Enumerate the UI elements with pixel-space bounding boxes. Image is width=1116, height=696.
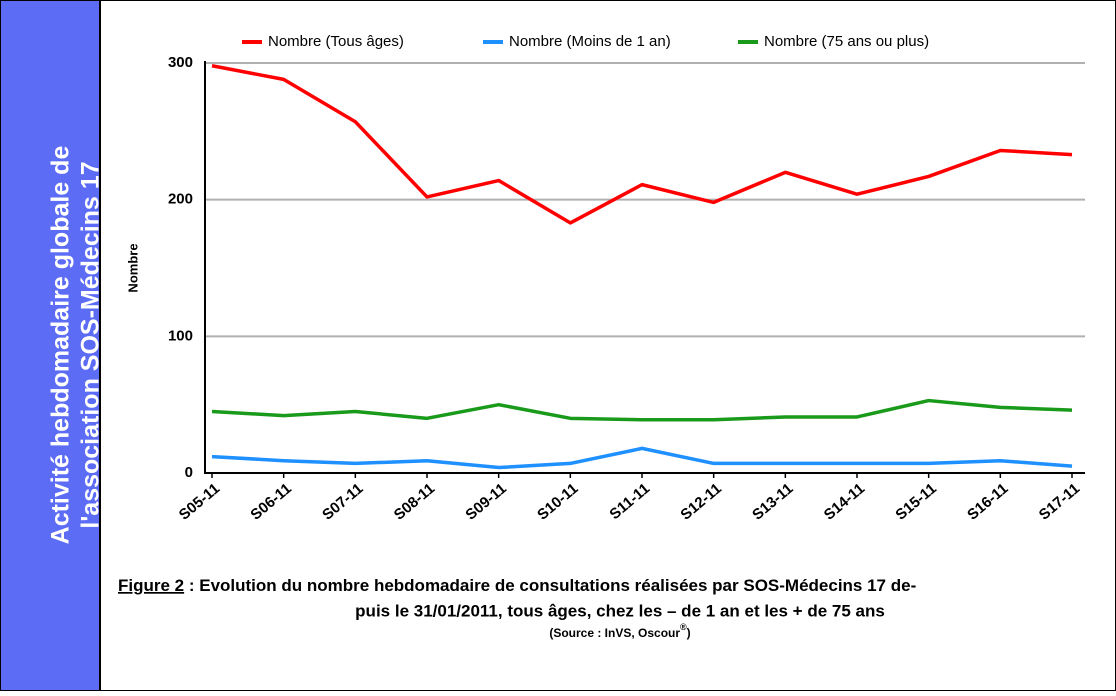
source: (Source : InVS, Oscour®) [549, 622, 690, 640]
y-tick-label: 0 [185, 464, 193, 481]
legend-label: Nombre (Tous âges) [268, 33, 404, 50]
y-tick-label: 100 [168, 327, 193, 344]
side-title: l'association SOS-Médecins 17 [77, 161, 105, 528]
source-text: (Source : InVS, Oscour [549, 626, 680, 640]
side-panel [1, 1, 100, 690]
caption-line: : Evolution du nombre hebdomadaire de co… [184, 576, 916, 595]
y-tick-label: 200 [168, 191, 193, 208]
source-mark: ® [680, 622, 687, 632]
y-tick-label: 300 [168, 54, 193, 71]
legend-label: Nombre (75 ans ou plus) [764, 33, 929, 50]
legend-label: Nombre (Moins de 1 an) [509, 33, 671, 50]
source-end: ) [687, 626, 691, 640]
figure-label: Figure 2 [118, 576, 184, 595]
series-line [211, 446, 1073, 470]
y-axis-label: Nombre [125, 243, 140, 292]
caption-line: puis le 31/01/2011, tous âges, chez les … [355, 601, 885, 620]
side-title: Activité hebdomadaire globale de [47, 146, 75, 545]
series-line [211, 64, 1073, 225]
series-line [211, 398, 1073, 422]
caption: Figure 2 : Evolution du nombre hebdomada… [118, 576, 916, 595]
